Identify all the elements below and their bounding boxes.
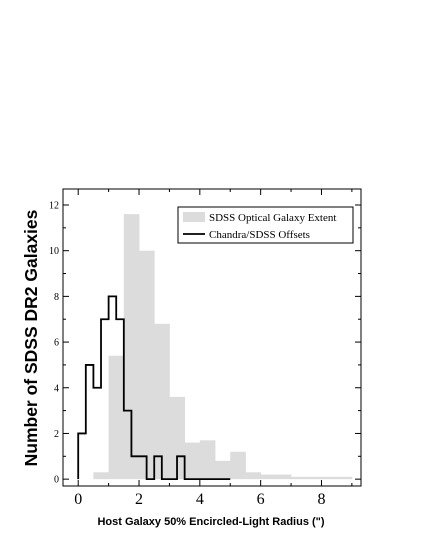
optical-extent-bar: [108, 355, 125, 480]
optical-extent-bar: [184, 442, 201, 480]
offset-step-histogram: [77, 295, 231, 481]
optical-extent-histogram: [93, 214, 353, 480]
optical-extent-bar: [275, 474, 292, 480]
optical-extent-bar: [321, 476, 338, 480]
y-tick-label: 10: [49, 246, 59, 257]
legend: SDSS Optical Galaxy Extent Chandra/SDSS O…: [177, 206, 354, 244]
legend-label-optical: SDSS Optical Galaxy Extent: [209, 212, 336, 224]
x-tick-label: 2: [135, 491, 143, 508]
optical-extent-bar: [123, 214, 140, 480]
legend-label-offsets: Chandra/SDSS Offsets: [209, 229, 310, 241]
optical-extent-bar: [139, 250, 155, 480]
optical-extent-bar: [154, 323, 170, 480]
optical-extent-bar: [336, 476, 353, 480]
optical-extent-bar: [93, 472, 110, 480]
optical-extent-bar: [169, 396, 186, 480]
optical-extent-bar: [291, 476, 307, 480]
axes: 0 2 4 6 8 10 12 0 2 4 6 8: [49, 188, 362, 508]
x-tick-label: 4: [196, 491, 204, 508]
y-tick-label: 8: [54, 292, 59, 303]
y-tick-label: 6: [54, 338, 59, 349]
optical-extent-bar: [260, 474, 277, 480]
x-tick-label: 0: [74, 491, 82, 508]
x-tick-label: 6: [257, 491, 265, 508]
x-tick-label: 8: [317, 491, 325, 508]
optical-extent-bar: [199, 440, 216, 480]
optical-extent-bar: [306, 476, 322, 480]
y-tick-label: 2: [54, 429, 59, 440]
x-axis-label: Host Galaxy 50% Encircled-Light Radius (…: [97, 516, 324, 528]
optical-extent-bar: [230, 451, 246, 480]
optical-extent-bar: [245, 472, 262, 480]
y-tick-label: 4: [54, 383, 59, 394]
legend-swatch-optical: [183, 212, 205, 222]
y-tick-label: 12: [49, 200, 59, 211]
plot-frame: [62, 188, 362, 487]
legend-box: [177, 206, 354, 244]
offset-step-line: [77, 295, 231, 481]
optical-extent-bar: [215, 460, 231, 480]
y-tick-label: 0: [54, 475, 59, 486]
y-axis-label: Number of SDSS DR2 Galaxies: [21, 209, 41, 466]
